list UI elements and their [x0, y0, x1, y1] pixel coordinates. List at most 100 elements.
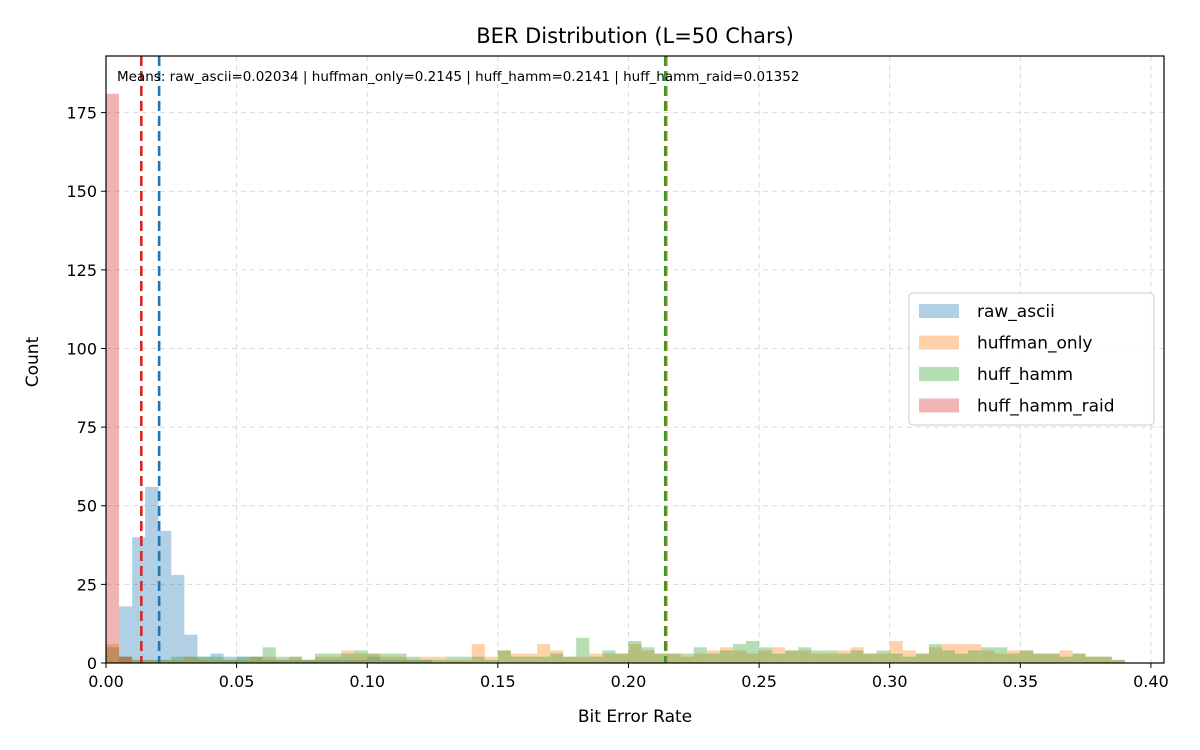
histogram-bar — [667, 653, 681, 663]
histogram-bar — [576, 656, 590, 663]
histogram-bar — [471, 644, 485, 663]
histogram-bar — [158, 530, 172, 663]
y-tick-label: 150 — [66, 182, 97, 201]
y-tick-label: 0 — [87, 654, 97, 673]
histogram-bar — [223, 656, 237, 663]
histogram-bar — [1059, 656, 1073, 663]
histogram-bar — [184, 656, 198, 663]
histogram-bar — [184, 656, 198, 663]
histogram-bar — [955, 653, 969, 663]
legend-label: huffman_only — [977, 334, 1092, 354]
histogram-bar — [915, 653, 929, 663]
histogram-bar — [759, 650, 773, 663]
y-tick-label: 175 — [66, 104, 97, 123]
histogram-bar — [863, 653, 877, 663]
histogram-bar — [445, 656, 459, 663]
histogram-bar — [132, 537, 146, 663]
histogram-bar — [406, 659, 420, 663]
series-huff-hamm-raid — [106, 93, 133, 663]
histogram-bar — [158, 659, 172, 663]
chart-title: BER Distribution (L=50 Chars) — [476, 24, 794, 48]
histogram-bar — [550, 650, 564, 663]
x-tick-label: 0.30 — [872, 672, 908, 691]
legend-swatch — [919, 367, 959, 381]
histogram-bar — [968, 644, 982, 663]
histogram-bar — [275, 656, 289, 663]
histogram-bar — [746, 640, 760, 663]
x-tick-label: 0.10 — [349, 672, 385, 691]
histogram-bar — [968, 650, 982, 663]
histogram-bar — [210, 653, 224, 663]
histogram-bar — [1085, 656, 1099, 663]
histogram-bar — [497, 650, 511, 663]
histogram-bar — [132, 659, 146, 663]
histogram-bar — [785, 650, 799, 663]
histogram-bar — [641, 650, 655, 663]
histogram-bar — [197, 656, 211, 663]
histogram-bar — [119, 656, 133, 663]
histogram-bars — [106, 93, 1125, 663]
histogram-bar — [1046, 653, 1060, 663]
legend: raw_ascii huffman_only huff_hamm huff_hamm_… — [908, 292, 1155, 426]
histogram-bar — [145, 659, 159, 663]
histogram-bar — [236, 659, 250, 663]
histogram-bar — [628, 640, 642, 663]
histogram-bar — [811, 650, 825, 663]
histogram-bar — [798, 647, 812, 663]
histogram-bar — [197, 656, 211, 663]
histogram-bar — [314, 653, 329, 663]
histogram-bar — [328, 653, 342, 663]
histogram-bar — [941, 650, 956, 663]
histogram-bar — [288, 656, 302, 663]
histogram-bar — [419, 656, 433, 663]
histogram-bar — [928, 647, 942, 663]
series-huffman-only — [106, 640, 1125, 663]
histogram-bar — [1046, 653, 1060, 663]
histogram-bar — [419, 659, 433, 663]
histogram-bar — [406, 659, 420, 663]
histogram-bar — [850, 650, 864, 663]
histogram-bar — [393, 656, 407, 663]
plot-frame — [105, 55, 1165, 664]
x-axis-label: Bit Error Rate — [578, 707, 692, 727]
histogram-bar — [510, 653, 524, 663]
histogram-bar — [458, 659, 472, 663]
histogram-bar — [1020, 650, 1034, 663]
histogram-bar — [275, 659, 289, 663]
legend-swatch — [919, 335, 959, 350]
histogram-bar — [994, 647, 1008, 663]
histogram-bar — [537, 656, 551, 663]
histogram-bar — [1020, 650, 1034, 663]
x-tick-label: 0.20 — [611, 672, 647, 691]
histogram-bar — [106, 644, 120, 663]
histogram-bar — [523, 653, 538, 663]
histogram-bar — [301, 659, 315, 663]
y-axis-label: Count — [23, 336, 43, 387]
histogram-bar — [484, 656, 498, 663]
x-tick-label: 0.00 — [88, 672, 124, 691]
histogram-bar — [432, 659, 446, 663]
histogram-bar — [106, 647, 120, 663]
histogram-bar — [1072, 653, 1086, 663]
histogram-bar — [367, 656, 381, 663]
legend-box — [908, 292, 1155, 426]
histogram-bar — [902, 656, 916, 663]
histogram-bar — [1059, 650, 1073, 663]
histogram-bar — [197, 659, 211, 663]
histogram-bar — [928, 644, 942, 663]
histogram-bar — [367, 653, 381, 663]
histogram-bar — [1111, 659, 1125, 663]
histogram-bar — [171, 574, 185, 663]
legend-label: huff_hamm_raid — [977, 397, 1115, 417]
histogram-bar — [902, 650, 916, 663]
histogram-bar — [445, 659, 459, 663]
histogram-bar — [301, 659, 315, 663]
histogram-bar — [941, 644, 956, 663]
histogram-bar — [119, 656, 133, 663]
histogram-bar — [837, 653, 851, 663]
histogram-bar — [341, 650, 355, 663]
histogram-bar — [589, 656, 603, 663]
histogram-bar — [223, 659, 237, 663]
histogram-bar — [262, 659, 276, 663]
